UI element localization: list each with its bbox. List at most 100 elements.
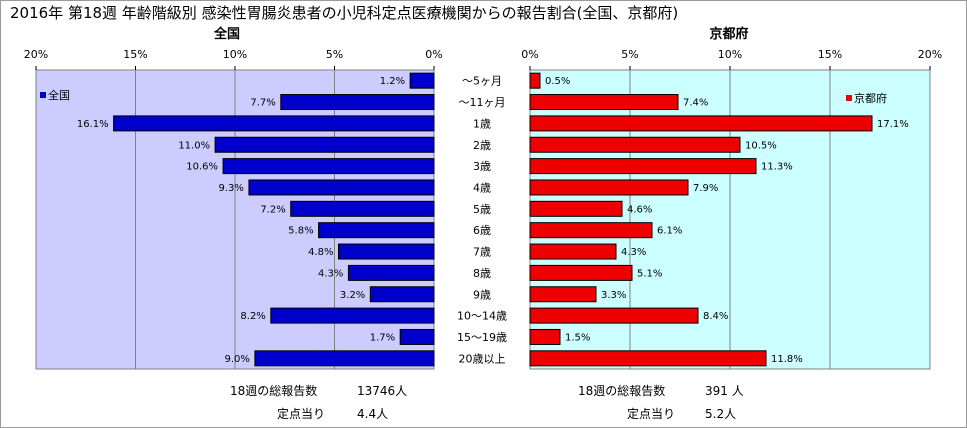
kyoto-data-label: 10.5% [745,140,777,151]
national-data-label: 3.2% [340,290,365,301]
kyoto-total-value: 391 人 [705,384,744,398]
kyoto-data-label: 7.9% [693,183,718,194]
category-label: ～5ヶ月 [462,75,502,88]
kyoto-data-label: 0.5% [545,76,570,87]
category-label: 15～19歳 [457,331,507,344]
kyoto-data-label: 3.3% [601,290,626,301]
national-data-label: 4.3% [318,268,343,279]
kyoto-bar [529,307,699,324]
category-label: 20歳以上 [459,352,506,365]
national-bar [214,136,435,153]
national-data-label: 16.1% [77,119,109,130]
chart-title: 2016年 第18週 年齢階級別 感染性胃腸炎患者の小児科定点医療機関からの報告… [10,4,678,22]
national-data-label: 9.3% [219,183,244,194]
national-data-label: 8.2% [240,311,265,322]
kyoto-bar [529,243,617,260]
kyoto-bar [529,200,623,217]
kyoto-data-label: 11.8% [771,354,803,365]
national-bar [290,200,435,217]
national-bar [318,222,435,239]
national-bar [254,350,435,367]
kyoto-data-label: 4.6% [627,204,652,215]
kyoto-legend-label: 京都府 [854,91,887,105]
national-tick-label: 15% [123,48,147,61]
national-data-label: 7.7% [250,98,275,109]
category-label: 2歳 [473,139,491,152]
category-label: 8歳 [473,267,491,280]
national-bar [399,328,435,345]
national-bar [369,286,435,303]
kyoto-bar [529,94,679,111]
national-legend: 全国 [40,88,70,102]
category-label: 7歳 [473,246,491,259]
kyoto-data-label: 4.3% [621,247,646,258]
kyoto-bar [529,115,873,132]
kyoto-bar [529,328,561,345]
kyoto-per-site-label: 定点当り [627,406,675,421]
kyoto-tick-label: 20% [918,48,942,61]
kyoto-tick-label: 10% [718,48,742,61]
kyoto-tick-label: 0% [521,48,538,61]
category-label: 1歳 [473,117,491,130]
kyoto-data-label: 5.1% [637,268,662,279]
national-total-value: 13746人 [357,384,407,398]
national-tick-label: 0% [425,48,442,61]
national-footer: 18週の総報告数 13746人 定点当り 4.4人 [230,383,407,421]
national-total-label: 18週の総報告数 [230,383,317,398]
kyoto-data-label: 7.4% [683,98,708,109]
kyoto-per-site-value: 5.2人 [705,407,736,421]
kyoto-panel-title: 京都府 [709,26,748,42]
national-bar [280,94,435,111]
kyoto-data-label: 17.1% [877,119,909,130]
kyoto-bar [529,158,757,175]
kyoto-legend-swatch [846,95,852,101]
national-tick-label: 10% [223,48,247,61]
kyoto-data-label: 6.1% [657,226,682,237]
kyoto-tick-label: 5% [621,48,638,61]
national-data-label: 5.8% [288,226,313,237]
national-bar [337,243,435,260]
kyoto-bar [529,350,767,367]
kyoto-tick-label: 15% [818,48,842,61]
kyoto-legend: 京都府 [846,91,887,105]
national-bar [409,72,435,89]
kyoto-bar [529,264,633,281]
national-legend-label: 全国 [48,88,70,102]
national-bar [222,158,435,175]
national-per-site-value: 4.4人 [357,407,388,421]
category-label: 3歳 [473,160,491,173]
national-data-label: 11.0% [178,140,210,151]
kyoto-bar [529,179,689,196]
national-data-label: 10.6% [186,162,218,173]
national-data-label: 1.7% [370,332,395,343]
category-label: 6歳 [473,224,491,237]
kyoto-bar [529,222,653,239]
kyoto-data-label: 1.5% [565,332,590,343]
category-label: 9歳 [473,288,491,301]
kyoto-data-label: 8.4% [703,311,728,322]
national-bar [270,307,435,324]
national-bar [248,179,435,196]
national-data-label: 4.8% [308,247,333,258]
kyoto-data-label: 11.3% [761,162,793,173]
national-bar [113,115,435,132]
kyoto-bar [529,72,541,89]
national-per-site-label: 定点当り [277,406,325,421]
national-bar [347,264,435,281]
national-legend-swatch [40,92,46,98]
kyoto-bar [529,286,597,303]
national-data-label: 7.2% [260,204,285,215]
category-label: 4歳 [473,181,491,194]
kyoto-total-label: 18週の総報告数 [578,383,665,398]
national-panel-title: 全国 [213,26,240,42]
category-label: 5歳 [473,203,491,216]
kyoto-footer: 18週の総報告数 391 人 定点当り 5.2人 [578,383,744,421]
national-data-label: 1.2% [380,76,405,87]
kyoto-bar [529,136,741,153]
category-label: ～11ヶ月 [459,96,506,109]
national-tick-label: 5% [326,48,343,61]
category-label: 10～14歳 [457,310,507,323]
national-data-label: 9.0% [224,354,249,365]
